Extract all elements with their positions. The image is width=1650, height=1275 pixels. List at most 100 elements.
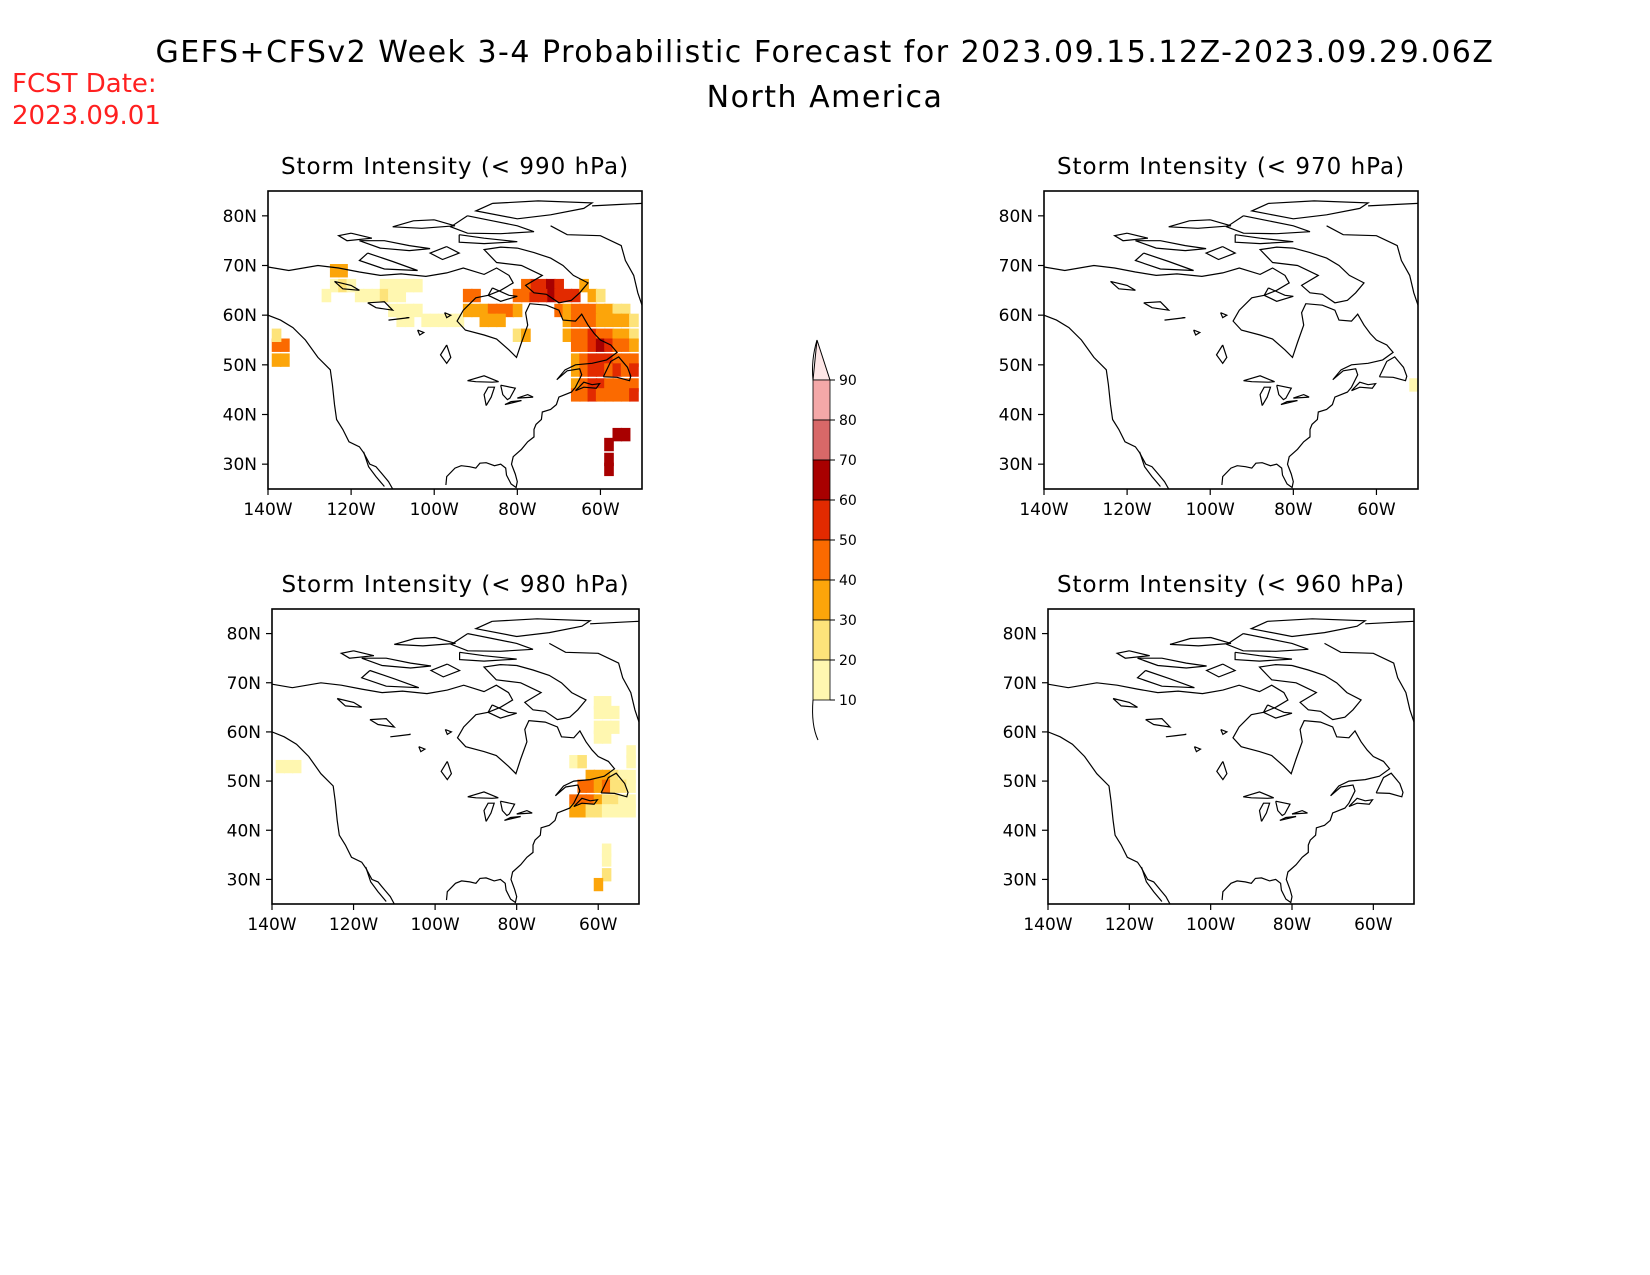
y-tick-label: 60N (999, 306, 1033, 326)
prob-cell (585, 769, 596, 784)
coastline (339, 650, 375, 659)
prob-cell (629, 388, 639, 402)
prob-cell (587, 313, 598, 328)
coastline (363, 451, 385, 487)
prob-cell (601, 779, 612, 793)
coastline (1145, 717, 1172, 728)
prob-cell (612, 353, 623, 367)
coastline (444, 312, 453, 319)
prob-cell (595, 363, 606, 377)
coastline (1375, 772, 1404, 798)
probability-cells (1409, 378, 1418, 392)
x-tick-label: 80W (498, 500, 537, 520)
prob-cell (620, 313, 631, 328)
prob-cell (479, 313, 490, 328)
coastline (1279, 815, 1297, 821)
x-tick-label: 100W (1186, 915, 1235, 935)
prob-cell (612, 388, 623, 402)
coastline (1368, 202, 1418, 207)
x-tick-label: 140W (247, 915, 296, 935)
prob-cell (626, 755, 636, 769)
prob-cell (537, 278, 548, 293)
coastline (1291, 809, 1308, 815)
prob-cell (618, 779, 628, 793)
coastline (1143, 301, 1171, 312)
prob-cell (595, 288, 606, 303)
panel-title: Storm Intensity (< 990 hPa) (281, 154, 629, 180)
colorbar-box (812, 579, 831, 621)
prob-cell (593, 794, 604, 808)
prob-cell (612, 303, 623, 318)
colorbar-label: 30 (839, 613, 857, 629)
prob-cell (562, 328, 573, 342)
prob-cell (512, 328, 523, 342)
prob-cell (593, 804, 604, 818)
prob-cell (620, 427, 631, 442)
prob-cell (280, 353, 290, 367)
prob-cell (570, 338, 581, 352)
prob-cell (579, 278, 589, 293)
y-tick-label: 50N (1003, 772, 1037, 792)
coastlines (1048, 618, 1414, 904)
coastline (440, 761, 453, 781)
coastline (499, 800, 516, 817)
colorbar-box (812, 539, 831, 581)
main-title: GEFS+CFSv2 Week 3-4 Probabilistic Foreca… (156, 35, 1495, 70)
coastline (516, 809, 533, 815)
x-tick-label: 140W (243, 500, 292, 520)
prob-cell (562, 288, 573, 303)
coastline (1234, 651, 1293, 662)
prob-cell (629, 338, 639, 352)
prob-cell (1409, 378, 1418, 392)
coastline (1220, 312, 1229, 319)
prob-cell (593, 779, 604, 793)
coastline (483, 386, 496, 406)
prob-cell (554, 288, 564, 303)
prob-cell (626, 745, 636, 759)
panel-frame (1043, 190, 1419, 490)
prob-cell (371, 288, 382, 303)
prob-cell (610, 794, 620, 808)
prob-cell (612, 328, 623, 342)
y-tick-label: 70N (223, 257, 257, 277)
prob-cell (271, 353, 282, 367)
prob-cell (271, 328, 282, 342)
prob-cell (593, 730, 604, 744)
prob-cell (413, 303, 423, 318)
coastline (592, 202, 642, 207)
prob-cell (595, 313, 606, 328)
prob-cell (396, 313, 407, 328)
coastline (1365, 620, 1414, 625)
prob-cell (610, 720, 620, 734)
prob-cell (629, 363, 639, 377)
coastline (459, 651, 517, 662)
prob-cell (579, 338, 589, 352)
y-tick-label: 30N (999, 455, 1033, 475)
prob-cell (570, 288, 581, 303)
prob-cell (593, 720, 604, 734)
prob-cell (612, 427, 623, 442)
coastline (392, 219, 456, 229)
prob-cell (462, 303, 473, 318)
coastline (504, 400, 522, 406)
coastline (1112, 697, 1138, 708)
panel-title: Storm Intensity (< 980 hPa) (281, 572, 629, 598)
coastline (1259, 386, 1272, 406)
prob-cell (610, 769, 620, 784)
coastline (388, 317, 410, 321)
prob-cell (462, 288, 473, 303)
colorbar-box (812, 499, 831, 541)
prob-cell (604, 313, 614, 328)
fcst-date-value: 2023.09.01 (12, 101, 161, 131)
coastline (1280, 400, 1298, 406)
prob-cell (577, 804, 587, 818)
prob-cell (601, 853, 612, 867)
coastline (1243, 375, 1275, 383)
prob-cell (601, 868, 612, 882)
coastline (444, 728, 453, 736)
coastline (1293, 393, 1310, 399)
prob-cell (620, 353, 631, 367)
prob-cell (612, 363, 623, 377)
prob-cell (569, 794, 579, 808)
prob-cell (593, 769, 604, 784)
